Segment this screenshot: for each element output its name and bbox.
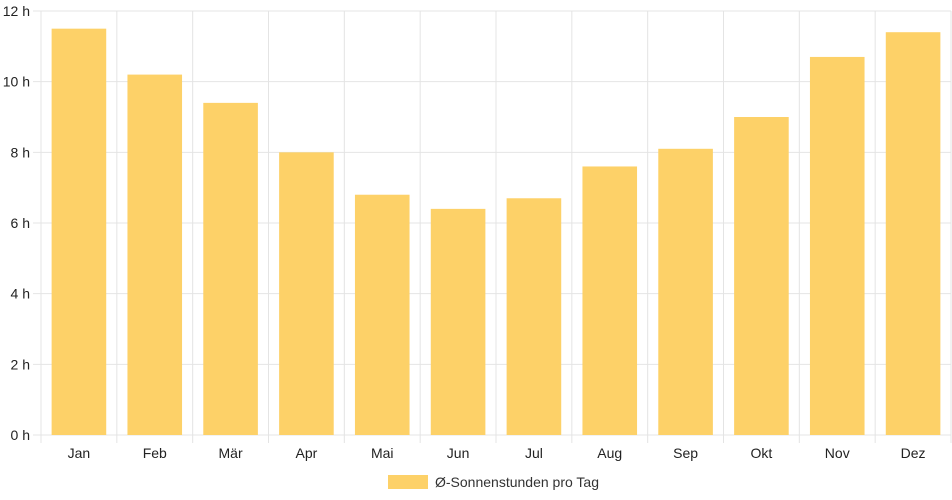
y-tick-label: 10 h [3,74,30,90]
y-tick-label: 6 h [11,215,30,231]
y-tick-label: 0 h [11,427,30,443]
bar-dez[interactable] [885,32,941,435]
bar-nov[interactable] [809,56,865,435]
x-tick-label: Nov [825,445,850,461]
bar-mai[interactable] [354,194,410,435]
x-tick-label: Aug [597,445,622,461]
bar-okt[interactable] [734,117,789,435]
bar-jan[interactable] [51,28,107,436]
x-tick-label: Mai [371,445,394,461]
bar-layer [51,28,941,436]
grid-layer [33,10,952,443]
bar-apr[interactable] [279,152,334,436]
legend[interactable]: Ø-Sonnenstunden pro Tag [388,474,599,490]
axis-layer: 0 h 2 h 4 h 6 h 8 h 10 h 12 h Jan Feb Mär Apr Mai Ju… [3,3,926,461]
x-tick-label: Apr [296,445,318,461]
x-tick-label: Feb [143,445,167,461]
legend-swatch [388,475,428,489]
bar-sep[interactable] [658,148,713,436]
bar-aug[interactable] [582,166,638,435]
x-tick-label: Mär [219,445,243,461]
bar-mär[interactable] [203,102,258,435]
bar-jun[interactable] [430,208,486,435]
x-tick-label: Jun [447,445,470,461]
y-tick-label: 2 h [11,356,30,372]
x-tick-label: Dez [901,445,926,461]
y-tick-label: 12 h [3,3,30,19]
legend-label: Ø-Sonnenstunden pro Tag [435,474,599,490]
x-tick-label: Jul [525,445,543,461]
y-tick-label: 8 h [11,144,30,160]
x-tick-label: Jan [68,445,91,461]
bar-feb[interactable] [127,74,183,435]
x-tick-label: Okt [751,445,773,461]
y-tick-label: 4 h [11,286,30,302]
bar-jul[interactable] [506,198,562,435]
x-tick-label: Sep [673,445,698,461]
